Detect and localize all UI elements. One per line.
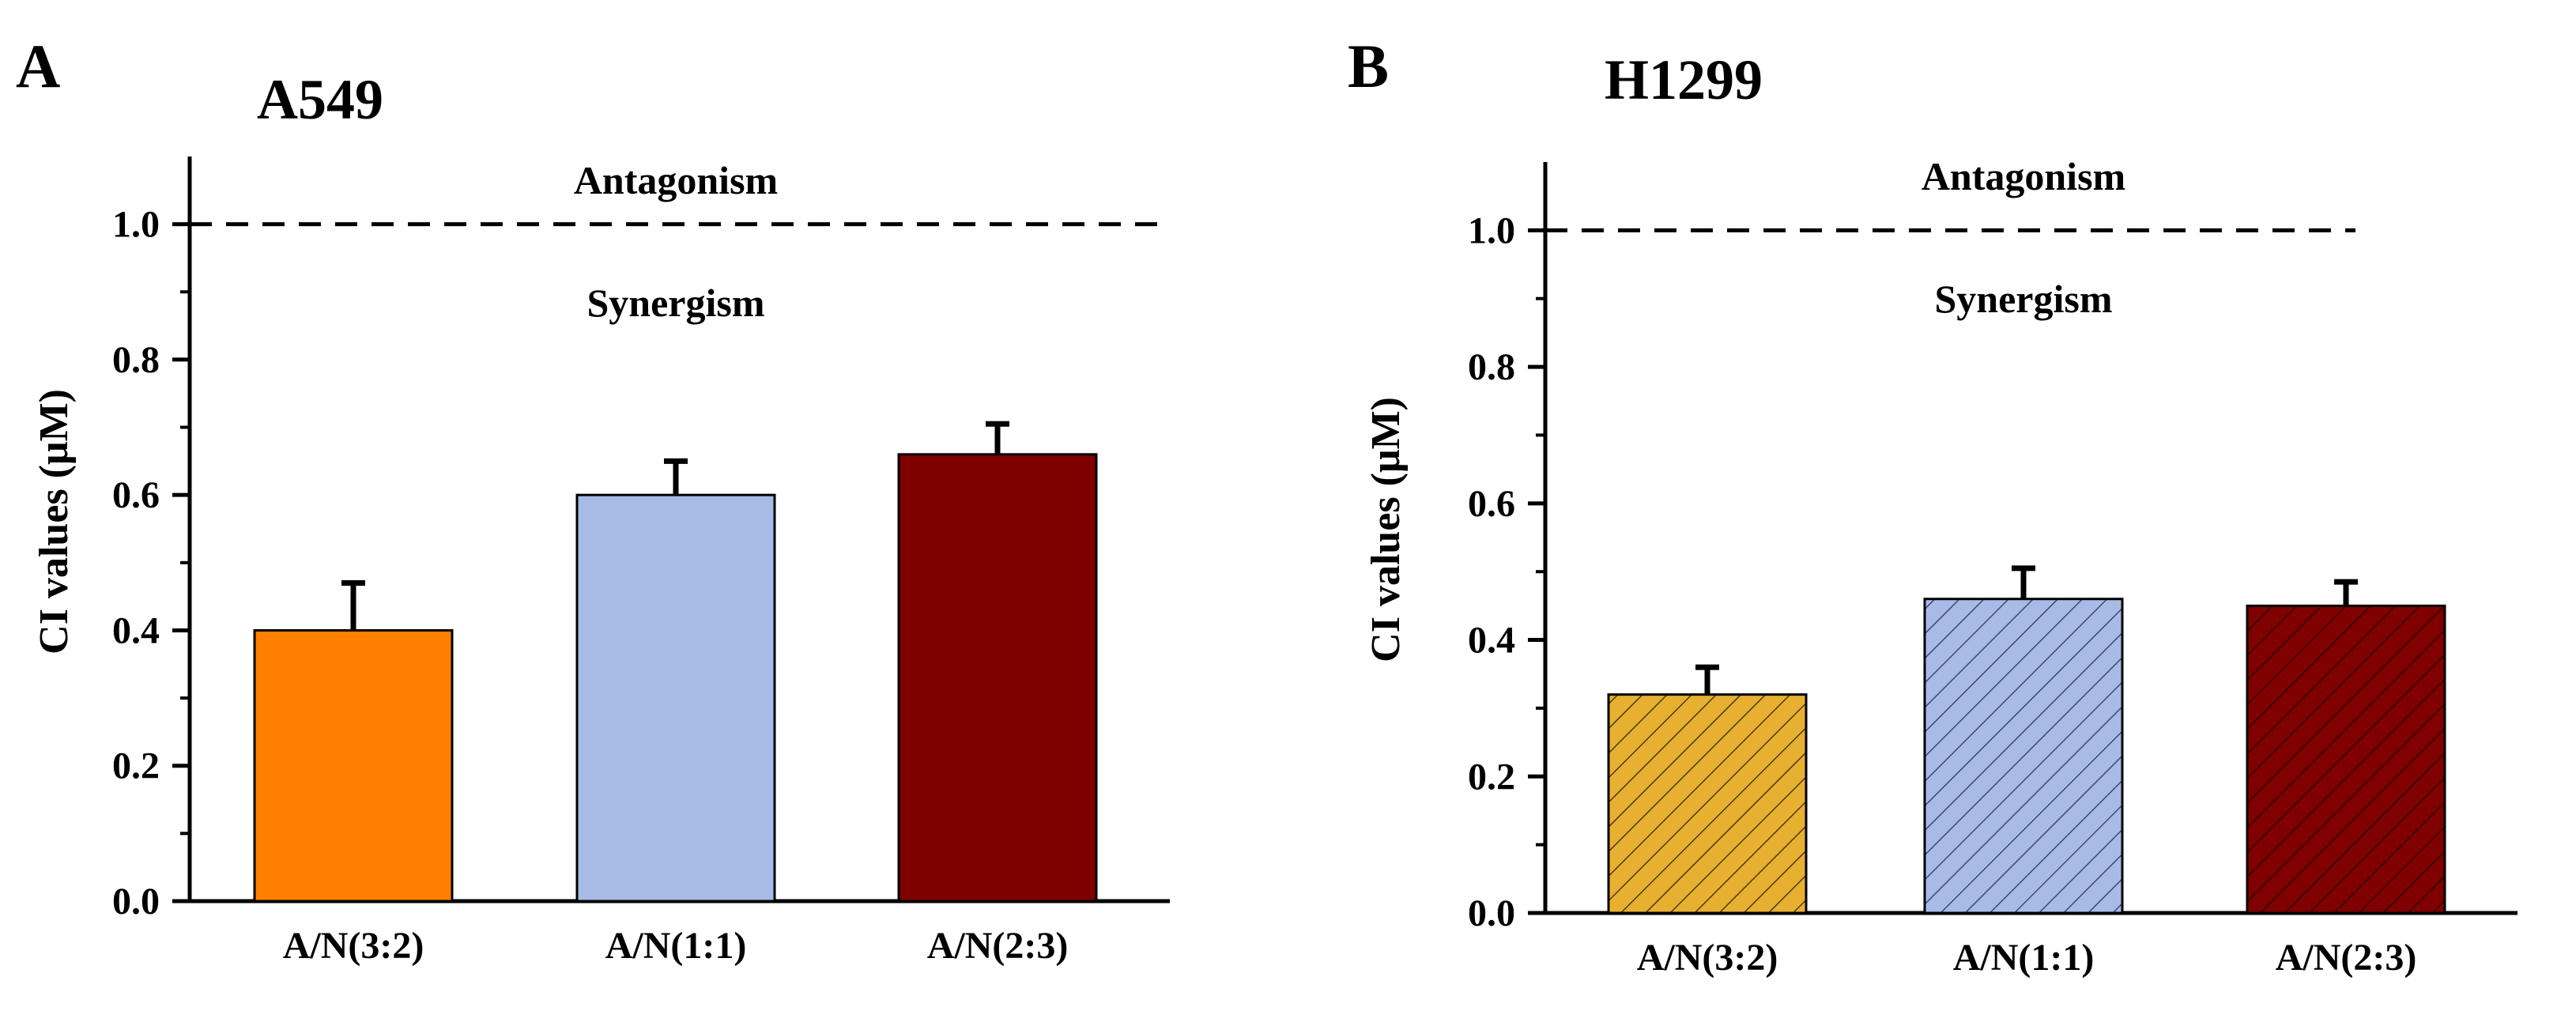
y-axis-title: CI values (μM) [32, 389, 77, 655]
annotation-antagonism: Antagonism [1922, 154, 2125, 198]
category-label: A/N(1:1) [605, 925, 747, 967]
category-label: A/N(1:1) [1953, 937, 2095, 979]
y-tick-label: 0.0 [112, 881, 160, 922]
y-tick-label: 0.6 [112, 474, 160, 516]
category-label: A/N(2:3) [927, 925, 1069, 967]
bar [1923, 598, 2124, 915]
bar [253, 628, 454, 903]
y-tick-label: 0.8 [1468, 346, 1515, 388]
y-tick-label: 0.8 [112, 339, 160, 381]
chart-title: H1299 [1605, 48, 1763, 111]
chart-title: A549 [257, 68, 383, 131]
y-tick-label: 0.6 [1468, 483, 1515, 525]
bar [2246, 604, 2446, 915]
y-axis-title: CI values (μM) [1363, 397, 1409, 662]
chart-panel-a549: A A549 CI values (μM) Antagonism Synergi… [16, 32, 1170, 967]
category-label: A/N(3:2) [283, 925, 424, 967]
bar [897, 453, 1098, 903]
y-tick-label: 0.2 [112, 745, 160, 787]
annotation-synergism: Synergism [1935, 277, 2113, 321]
y-tick-label: 1.0 [112, 204, 160, 246]
y-tick-label: 1.0 [1468, 209, 1515, 251]
category-label: A/N(3:2) [1637, 937, 1778, 979]
y-tick-label: 0.4 [112, 609, 160, 651]
y-tick-label: 0.4 [1468, 620, 1515, 662]
y-tick-label: 0.0 [1468, 892, 1515, 934]
y-tick-label: 0.2 [1468, 756, 1515, 798]
bar [1607, 693, 1808, 915]
chart-panel-h1299: B H1299 CI values (μM) Antagonism Synerg… [1348, 32, 2518, 979]
panel-letter: A [16, 32, 60, 100]
annotation-antagonism: Antagonism [574, 158, 778, 202]
category-label: A/N(2:3) [2276, 937, 2417, 979]
bar [575, 493, 776, 903]
panel-letter: B [1348, 32, 1389, 100]
annotation-synergism: Synergism [587, 281, 765, 325]
